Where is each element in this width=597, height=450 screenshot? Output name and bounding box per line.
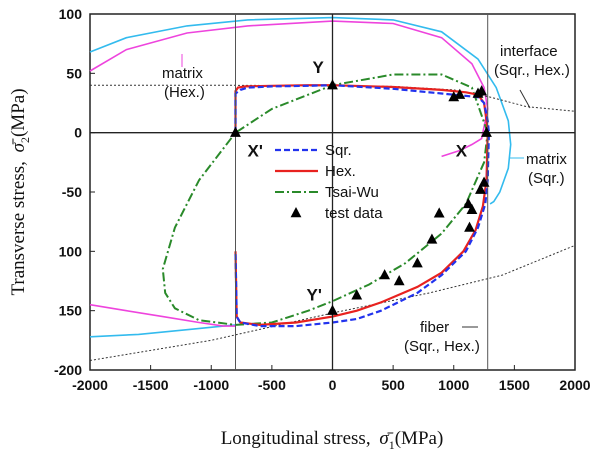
label-fiber-1: fiber: [420, 319, 449, 336]
y-tick-label: 150: [59, 303, 83, 319]
legend-label-hex: Hex.: [325, 163, 356, 180]
y-tick-label: -200: [54, 362, 82, 378]
y-axis-title: Transverse stress, σ̄2(MPa): [8, 88, 32, 295]
label-fiber-2: (Sqr., Hex.): [404, 338, 480, 355]
label-X: X: [456, 142, 468, 161]
x-tick-label: -500: [258, 377, 286, 393]
label-Yprime: Y': [307, 286, 322, 305]
x-tick-label: -1500: [133, 377, 169, 393]
label-interface-1: interface: [500, 43, 558, 60]
x-tick-label: 0: [329, 377, 337, 393]
x-tick-label: -1000: [193, 377, 229, 393]
label-interface-2: (Sqr., Hex.): [494, 62, 570, 79]
x-axis-title: Longitudinal stress, σ̄1(MPa): [221, 428, 444, 450]
label-matrix-hex-2: (Hex.): [164, 84, 205, 101]
label-matrix-sqr-2: (Sqr.): [528, 170, 565, 187]
label-Xprime: X': [248, 142, 263, 161]
y-tick-label: -50: [62, 184, 82, 200]
x-tick-label: -2000: [72, 377, 108, 393]
legend-label-sqr: Sqr.: [325, 142, 352, 159]
label-matrix-sqr-1: matrix: [526, 151, 567, 168]
x-tick-label: 1500: [499, 377, 530, 393]
x-tick-label: 500: [381, 377, 405, 393]
label-Y: Y: [313, 58, 325, 77]
legend-label-test: test data: [325, 205, 383, 222]
label-matrix-hex-1: matrix: [162, 65, 203, 82]
legend-label-tsai_wu: Tsai-Wu: [325, 184, 379, 201]
x-tick-label: 2000: [559, 377, 590, 393]
y-tick-label: 50: [66, 65, 82, 81]
y-tick-label: 100: [59, 243, 83, 259]
y-tick-label: 0: [74, 125, 82, 141]
x-tick-label: 1000: [438, 377, 469, 393]
y-tick-label: 100: [59, 6, 83, 22]
